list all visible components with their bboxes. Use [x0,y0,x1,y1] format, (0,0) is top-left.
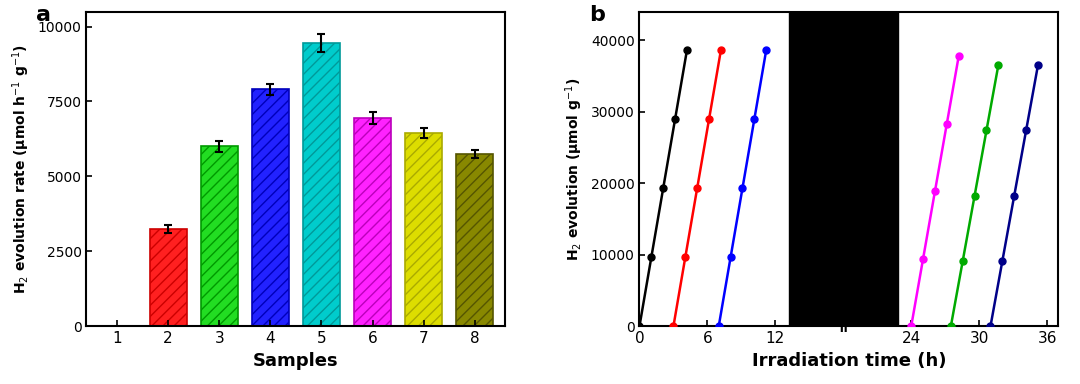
Text: ": " [838,0,848,12]
Bar [354,118,391,326]
Bar [405,133,442,326]
Y-axis label: H$_2$ evolution rate (μmol h$^{-1}$ g$^{-1}$): H$_2$ evolution rate (μmol h$^{-1}$ g$^{… [11,44,32,294]
Text: b: b [590,5,605,25]
Bar [150,229,187,326]
X-axis label: Samples: Samples [253,352,339,370]
Bar [303,43,340,326]
Y-axis label: H$_2$ evolution (μmol g$^{-1}$): H$_2$ evolution (μmol g$^{-1}$) [564,77,585,261]
Bar [457,154,494,326]
Bar [788,12,897,326]
Text: ": " [838,326,848,344]
Text: a: a [36,5,51,25]
Bar [252,89,288,326]
X-axis label: Irradiation time (h): Irradiation time (h) [752,352,946,370]
Bar [201,146,238,326]
